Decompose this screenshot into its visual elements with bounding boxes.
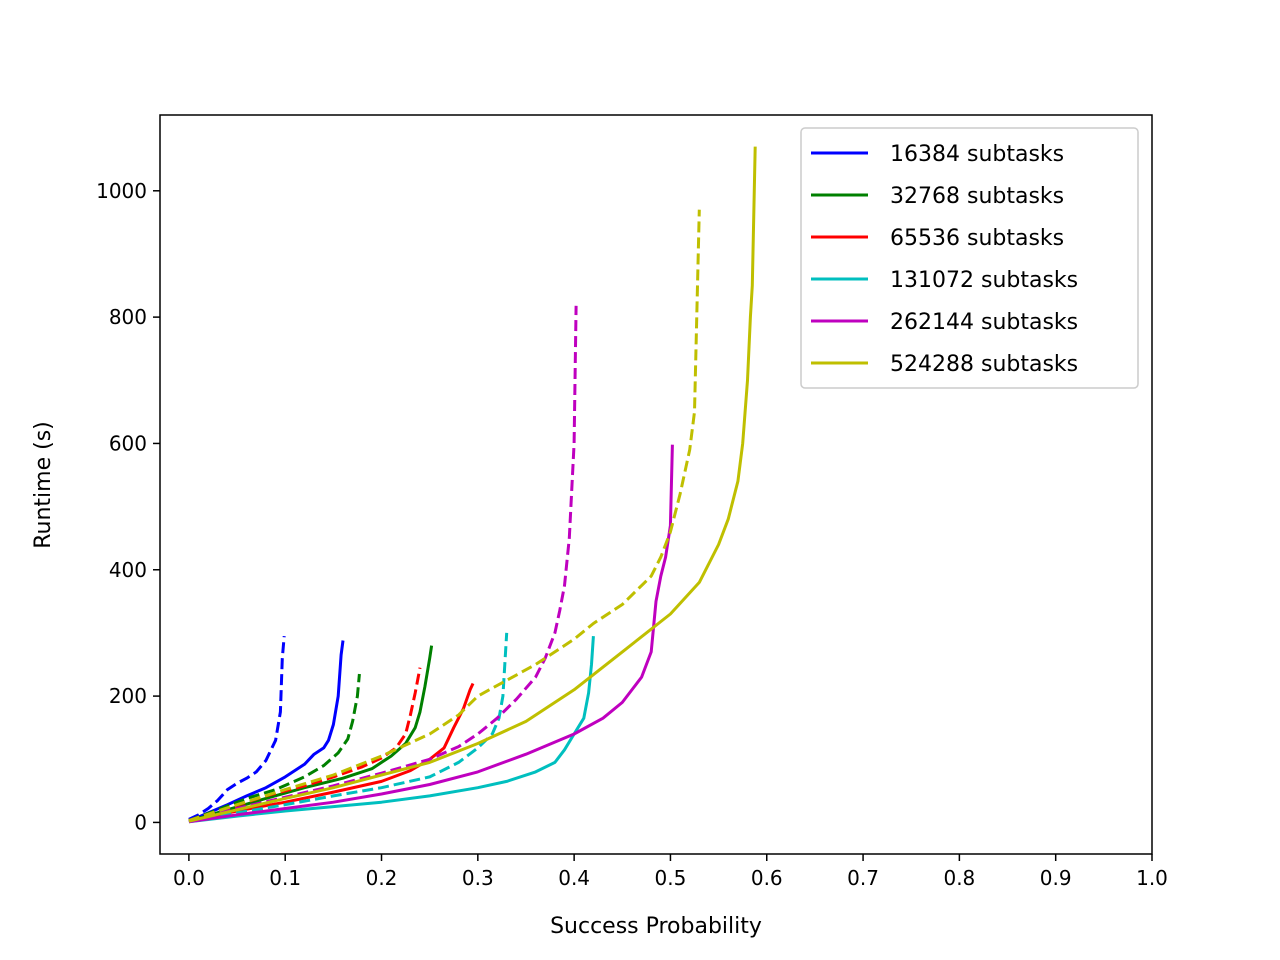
x-tick-label: 0.2 xyxy=(366,866,398,890)
series-line-2-solid xyxy=(188,640,345,823)
series-line-6-solid xyxy=(188,682,475,823)
series-line-3-dashed xyxy=(188,673,361,822)
y-tick-label: 200 xyxy=(109,684,147,708)
legend: 16384 subtasks 32768 subtasks 65536 subtas… xyxy=(800,127,1139,389)
x-tick-label: 0.7 xyxy=(847,866,879,890)
legend-label: 16384 subtasks xyxy=(890,142,1064,167)
series-line-1-dashed xyxy=(188,635,286,821)
y-tick-label: 600 xyxy=(109,431,147,455)
legend-label: 65536 subtasks xyxy=(890,226,1064,251)
legend-box xyxy=(800,127,1139,389)
series-line-9-dashed xyxy=(188,305,578,823)
series-line-11-dashed xyxy=(188,209,701,822)
y-axis-ticks: 0 200 400 600 800 1000 xyxy=(96,179,160,834)
series-line-10-solid xyxy=(188,444,674,824)
x-tick-label: 1.0 xyxy=(1136,866,1168,890)
series-line-4-solid xyxy=(188,645,434,823)
series-line-8-solid xyxy=(188,635,595,824)
y-tick-label: 800 xyxy=(109,305,147,329)
x-tick-label: 0.4 xyxy=(558,866,590,890)
x-tick-label: 0.3 xyxy=(462,866,494,890)
x-tick-label: 0.0 xyxy=(173,866,205,890)
y-tick-label: 0 xyxy=(134,810,147,834)
legend-label: 262144 subtasks xyxy=(890,310,1078,335)
x-axis-ticks: 0.0 0.1 0.2 0.3 0.4 0.5 0.6 0.7 0.8 0.9 1.0 xyxy=(173,854,1168,890)
plot-frame xyxy=(159,114,1153,855)
x-tick-label: 0.8 xyxy=(943,866,975,890)
x-tick-label: 0.6 xyxy=(751,866,783,890)
y-axis-label: Runtime (s) xyxy=(31,421,56,549)
series-line-7-dashed xyxy=(188,632,509,823)
legend-label: 32768 subtasks xyxy=(890,184,1064,209)
x-axis-label: Success Probability xyxy=(550,914,762,939)
x-tick-label: 0.1 xyxy=(269,866,301,890)
x-tick-label: 0.9 xyxy=(1040,866,1072,890)
y-tick-label: 1000 xyxy=(96,179,147,203)
x-tick-label: 0.5 xyxy=(655,866,687,890)
y-tick-label: 400 xyxy=(109,558,147,582)
legend-label: 524288 subtasks xyxy=(890,352,1078,377)
legend-label: 131072 subtasks xyxy=(890,268,1078,293)
series-line-12-solid xyxy=(188,146,757,823)
series-layer xyxy=(188,146,757,824)
